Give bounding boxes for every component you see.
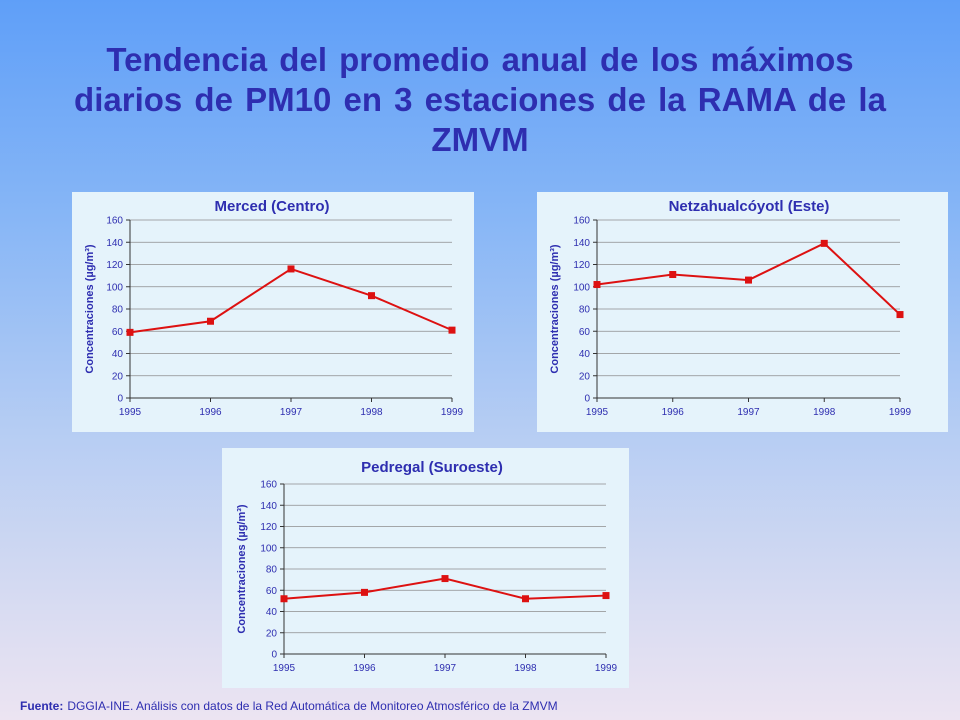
- y-axis-label: Concentraciones (µg/m³): [84, 244, 96, 374]
- y-tick-label: 20: [579, 371, 591, 382]
- x-tick-label: 1999: [441, 407, 464, 418]
- data-point: [441, 575, 449, 583]
- data-point: [669, 271, 677, 279]
- y-tick-label: 20: [266, 628, 278, 639]
- y-tick-label: 100: [260, 543, 277, 554]
- chart-title: Merced (Centro): [214, 198, 329, 215]
- x-tick-label: 1995: [119, 407, 142, 418]
- y-tick-label: 140: [573, 238, 590, 249]
- y-tick-label: 0: [271, 650, 277, 661]
- y-tick-label: 120: [260, 522, 277, 533]
- chart-title: Netzahualcóyotl (Este): [669, 198, 830, 215]
- y-tick-label: 160: [260, 480, 277, 491]
- x-tick-label: 1996: [662, 407, 685, 418]
- y-tick-label: 160: [106, 216, 123, 227]
- x-tick-label: 1998: [813, 407, 836, 418]
- x-tick-label: 1996: [353, 663, 376, 674]
- x-tick-label: 1995: [273, 663, 296, 674]
- y-axis-label: Concentraciones (µg/m³): [236, 504, 248, 634]
- x-tick-label: 1999: [595, 663, 618, 674]
- y-axis-label: Concentraciones (µg/m³): [549, 244, 561, 374]
- x-tick-label: 1998: [514, 663, 537, 674]
- chart-netzahualcoyotl: Netzahualcóyotl (Este) Concentraciones (…: [537, 192, 948, 432]
- source-label: Fuente:: [20, 699, 64, 713]
- y-tick-label: 40: [112, 349, 124, 360]
- x-tick-label: 1999: [889, 407, 912, 418]
- x-tick-label: 1996: [199, 407, 222, 418]
- y-tick-label: 160: [573, 216, 590, 227]
- chart-merced: Merced (Centro) Concentraciones (µg/m³) …: [72, 192, 474, 432]
- data-point: [280, 595, 288, 603]
- x-tick-label: 1995: [586, 407, 609, 418]
- y-tick-label: 100: [573, 282, 590, 293]
- data-point: [287, 265, 295, 273]
- y-tick-label: 80: [112, 305, 124, 316]
- data-point: [602, 592, 610, 600]
- y-tick-label: 40: [579, 349, 591, 360]
- x-tick-label: 1997: [737, 407, 760, 418]
- data-point: [207, 317, 214, 325]
- x-tick-label: 1998: [360, 407, 383, 418]
- y-tick-label: 60: [112, 327, 124, 338]
- chart-title: Pedregal (Suroeste): [361, 459, 503, 476]
- x-tick-label: 1997: [280, 407, 303, 418]
- chart-pedregal: Pedregal (Suroeste) Concentraciones (µg/…: [222, 448, 629, 688]
- chart-netzahualcoyotl-svg: Netzahualcóyotl (Este) Concentraciones (…: [549, 198, 912, 418]
- y-tick-label: 120: [573, 260, 590, 271]
- y-tick-label: 60: [266, 586, 278, 597]
- y-tick-label: 40: [266, 607, 278, 618]
- data-point: [593, 281, 601, 289]
- y-tick-label: 80: [266, 565, 278, 576]
- data-point: [745, 276, 752, 284]
- y-tick-label: 0: [584, 394, 590, 405]
- y-tick-label: 140: [106, 238, 123, 249]
- y-tick-label: 100: [106, 282, 123, 293]
- chart-merced-svg: Merced (Centro) Concentraciones (µg/m³) …: [84, 198, 464, 418]
- series-line: [129, 267, 453, 334]
- page-title: Tendencia del promedio anual de los máxi…: [74, 41, 886, 158]
- data-point: [522, 595, 529, 603]
- x-tick-label: 1997: [434, 663, 457, 674]
- chart-pedregal-svg: Pedregal (Suroeste) Concentraciones (µg/…: [236, 459, 618, 674]
- data-point: [448, 326, 456, 334]
- y-tick-label: 0: [117, 394, 123, 405]
- y-tick-label: 20: [112, 371, 124, 382]
- y-tick-label: 140: [260, 501, 277, 512]
- y-tick-label: 120: [106, 260, 123, 271]
- source-note: Fuente: DGGIA-INE. Análisis con datos de …: [20, 699, 558, 713]
- y-tick-label: 80: [579, 305, 591, 316]
- data-point: [896, 311, 904, 319]
- data-point: [368, 292, 375, 300]
- data-point: [126, 328, 134, 336]
- data-point: [361, 588, 368, 596]
- y-tick-label: 60: [579, 327, 591, 338]
- source-text: DGGIA-INE. Análisis con datos de la Red …: [67, 699, 558, 713]
- data-point: [820, 239, 828, 247]
